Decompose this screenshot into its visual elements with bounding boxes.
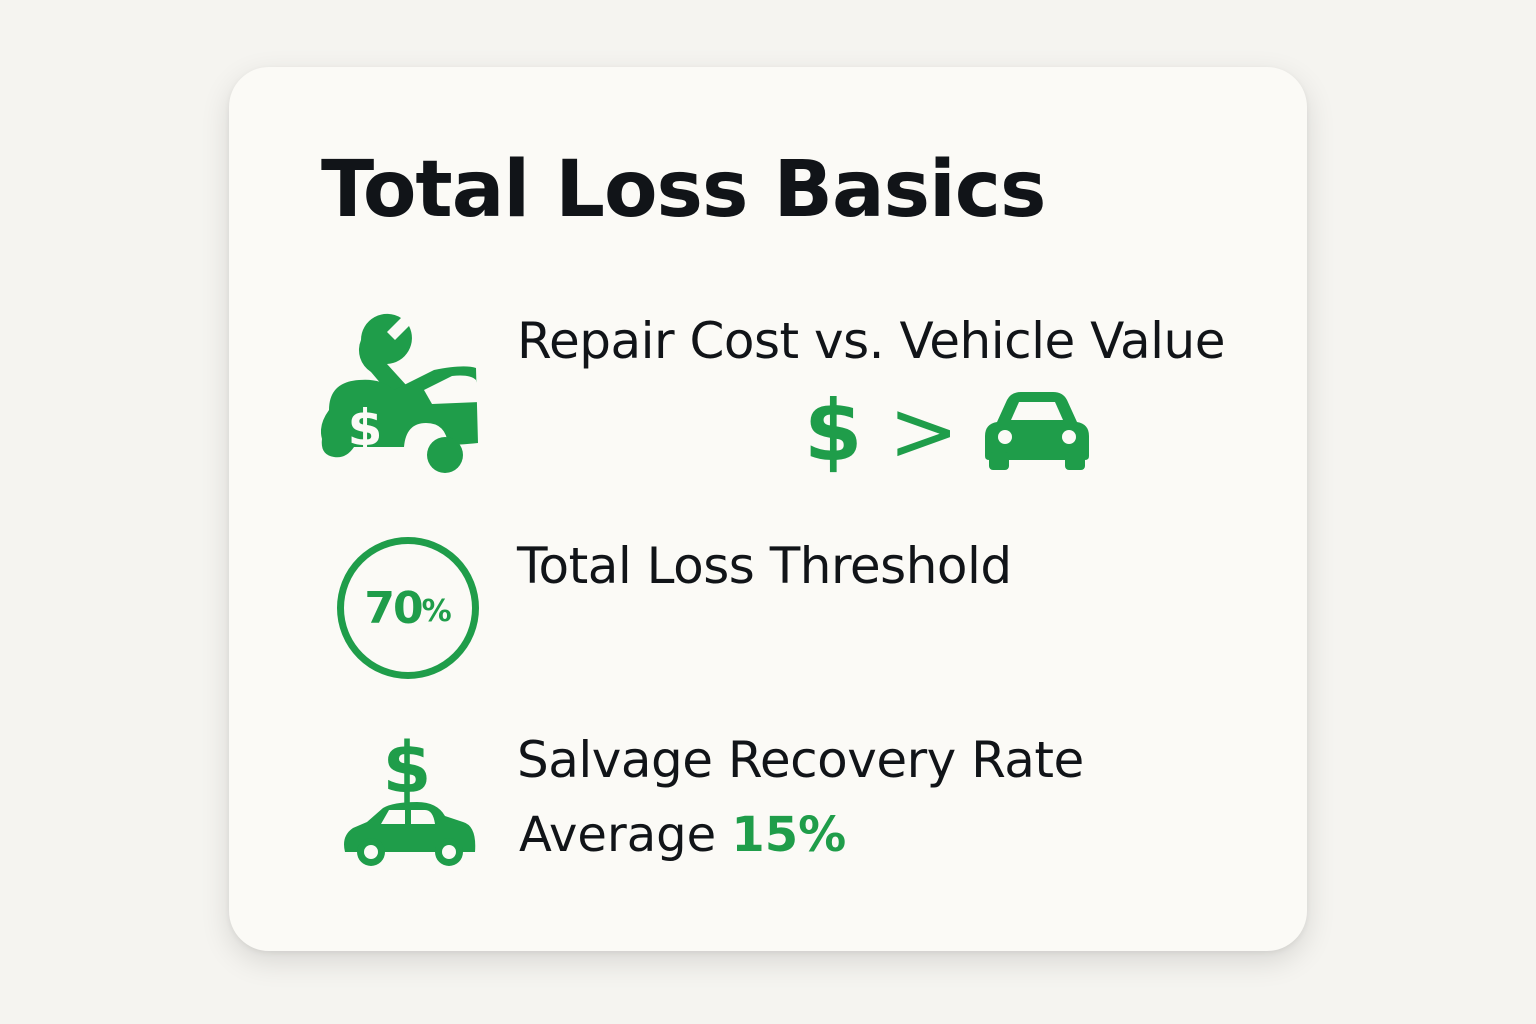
salvage-average-label: Average: [519, 807, 717, 863]
greater-than-symbol: >: [888, 382, 959, 480]
salvage-average: Average 15%: [519, 807, 846, 863]
salvage-average-value: 15%: [731, 807, 847, 863]
car-dollar-icon: $: [344, 730, 476, 866]
repair-cost-heading: Repair Cost vs. Vehicle Value: [517, 312, 1225, 370]
threshold-unit: %: [421, 593, 452, 629]
svg-text:$: $: [383, 730, 432, 809]
threshold-value: 70: [364, 582, 423, 634]
card-title: Total Loss Basics: [321, 145, 1046, 235]
percent-circle-icon: 70%: [337, 537, 479, 679]
dollar-symbol: $: [804, 382, 863, 480]
threshold-heading: Total Loss Threshold: [517, 537, 1012, 595]
salvage-heading: Salvage Recovery Rate: [517, 731, 1084, 789]
car-repair-dollar-icon: $: [321, 313, 480, 473]
car-icon: [984, 392, 1089, 470]
svg-text:$: $: [348, 399, 383, 457]
repair-vs-value-comparison: $ >: [804, 389, 1089, 473]
info-card: Total Loss Basics $ Repair Cost vs. Vehi…: [229, 67, 1307, 951]
